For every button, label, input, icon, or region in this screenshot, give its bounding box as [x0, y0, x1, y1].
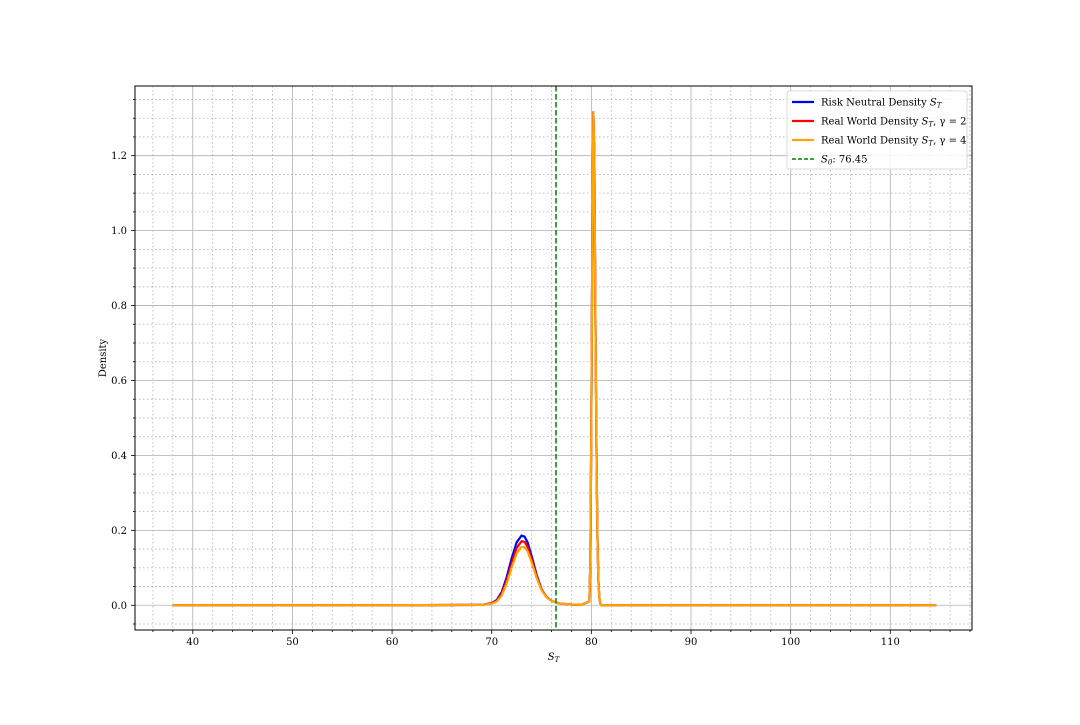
y-tick-label: 0.2	[111, 526, 127, 537]
x-tick-label: 60	[386, 637, 399, 648]
y-tick-label: 0.8	[111, 301, 127, 312]
y-axis-label: Density	[98, 338, 109, 377]
legend-label-2: Real World Density ST, γ = 2	[821, 117, 967, 129]
y-tick-label: 0.0	[111, 601, 127, 612]
x-tick-label: 70	[485, 637, 498, 648]
series-line-1	[172, 111, 937, 607]
legend-label-3: Real World Density ST, γ = 4	[821, 136, 967, 148]
x-tick-label: 80	[585, 637, 598, 648]
ticks-layer: 40 50 60 70 80 90 100 110 0.0 0.2 0.4 0.6 0.8 1.0 1.2	[111, 99, 971, 648]
y-tick-label: 0.6	[111, 376, 127, 387]
y-tick-label: 1.0	[111, 226, 127, 237]
major-grid	[135, 86, 972, 630]
x-tick-label: 40	[186, 637, 199, 648]
series-line-3	[172, 111, 937, 607]
x-tick-label: 90	[685, 637, 698, 648]
x-axis-label: ST	[548, 652, 561, 664]
plot-frame	[134, 85, 973, 631]
minor-grid	[135, 86, 972, 630]
legend-box	[786, 90, 968, 170]
legend-label-1: Risk Neutral Density ST	[821, 98, 943, 110]
y-tick-label: 0.4	[111, 451, 127, 462]
y-tick-label: 1.2	[111, 151, 127, 162]
x-tick-label: 100	[781, 637, 800, 648]
legend: Risk Neutral Density ST Real World Densit…	[786, 90, 968, 170]
series-layer	[172, 86, 937, 630]
series-line-2	[172, 111, 937, 607]
x-tick-label: 50	[286, 637, 299, 648]
x-tick-label: 110	[881, 637, 900, 648]
legend-label-4: S0: 76.45	[821, 155, 868, 167]
